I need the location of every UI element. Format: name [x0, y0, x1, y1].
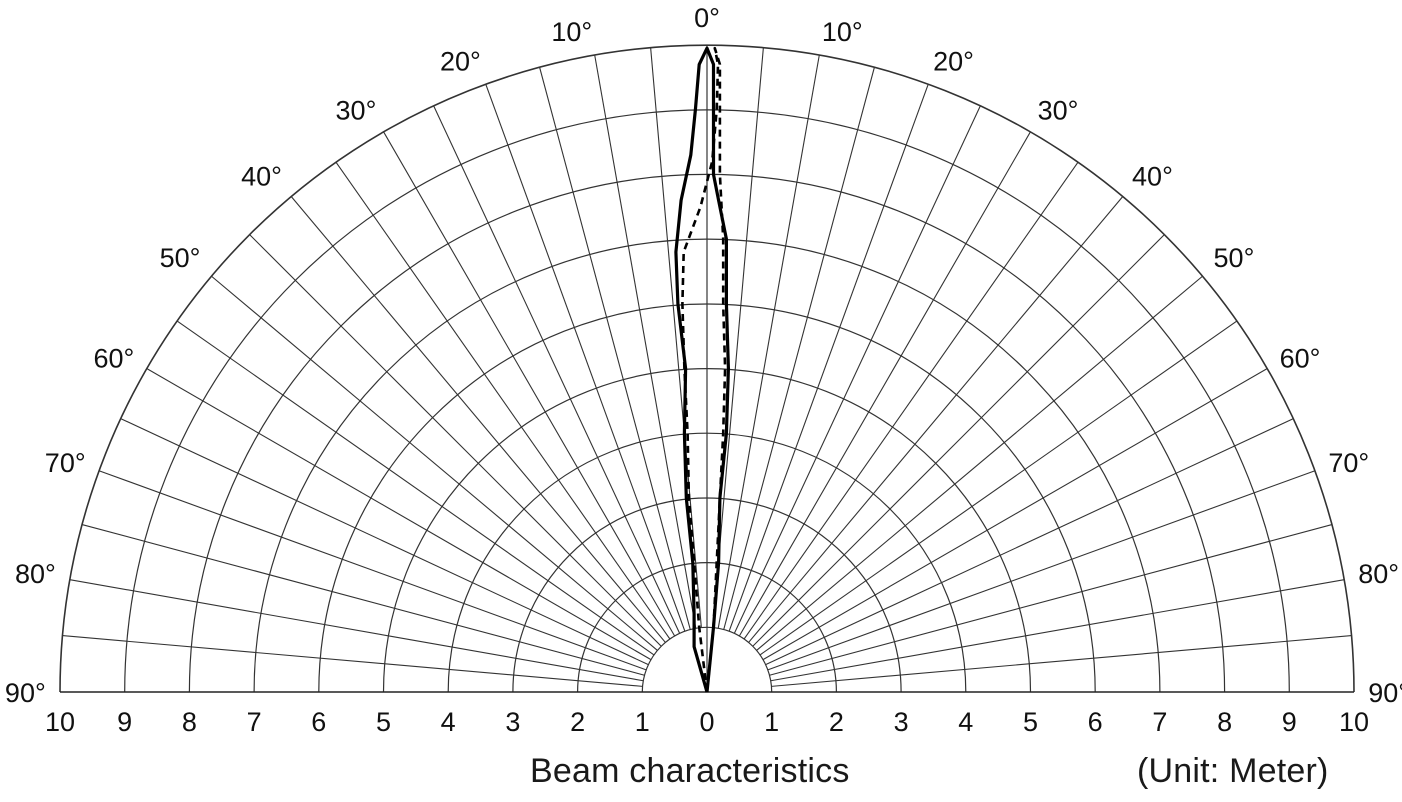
grid-spoke	[757, 276, 1203, 650]
angle-label: 70°	[1328, 448, 1369, 478]
angle-label: 90°	[1368, 678, 1402, 708]
grid-spoke	[734, 106, 980, 634]
grid-spoke	[70, 580, 643, 681]
grid-spoke	[62, 636, 642, 687]
radial-tick-label: 2	[829, 707, 844, 737]
grid-spoke	[763, 369, 1267, 660]
angle-label: 30°	[1038, 95, 1079, 125]
grid-spoke	[486, 84, 685, 631]
angle-label: 40°	[241, 161, 282, 191]
angle-label: 40°	[1132, 161, 1173, 191]
grid-spoke	[250, 235, 662, 647]
angle-label: 60°	[94, 343, 135, 373]
grid-spoke	[729, 84, 928, 631]
angle-label: 10°	[551, 17, 592, 47]
grid-spoke	[768, 471, 1315, 670]
grid-spoke	[336, 162, 670, 639]
grid-spoke	[718, 55, 819, 628]
radial-tick-label: 8	[182, 707, 197, 737]
radial-tick-label: 7	[247, 707, 262, 737]
unit-label: (Unit: Meter)	[1137, 752, 1329, 791]
radial-tick-label: 5	[376, 707, 391, 737]
grid-spoke	[121, 419, 649, 665]
radial-tick-label: 5	[1023, 707, 1038, 737]
angle-label: 60°	[1280, 343, 1321, 373]
grid-spoke	[147, 369, 651, 660]
grid-spoke	[434, 106, 680, 634]
radial-tick-label: 4	[441, 707, 456, 737]
grid-spoke	[82, 525, 644, 676]
radial-tick-label: 10	[45, 707, 75, 737]
grid-spoke	[771, 580, 1344, 681]
radial-tick-label: 7	[1152, 707, 1167, 737]
beam-series	[676, 48, 729, 692]
grid-spoke	[766, 419, 1294, 665]
grid-spoke	[724, 67, 875, 629]
grid-spoke	[753, 235, 1165, 647]
radial-tick-label: 6	[1088, 707, 1103, 737]
angle-label: 20°	[440, 47, 481, 77]
grid-spoke	[744, 162, 1078, 639]
radial-tick-label: 4	[958, 707, 973, 737]
radial-tick-label: 0	[699, 707, 714, 737]
radial-tick-label: 3	[505, 707, 520, 737]
angle-label: 80°	[1358, 559, 1399, 589]
radial-tick-label: 8	[1217, 707, 1232, 737]
radial-tick-label: 1	[635, 707, 650, 737]
grid-spoke	[769, 525, 1331, 676]
radial-tick-label: 6	[311, 707, 326, 737]
angle-label: 80°	[15, 559, 56, 589]
angle-label: 20°	[933, 47, 974, 77]
angle-label: 90°	[5, 678, 46, 708]
radial-tick-label: 3	[894, 707, 909, 737]
radial-tick-label: 1	[764, 707, 779, 737]
grid-spoke	[384, 132, 675, 636]
grid-spoke	[99, 471, 646, 670]
angle-label: 70°	[45, 448, 86, 478]
grid-spoke	[749, 196, 1123, 642]
grid-spoke	[771, 636, 1351, 687]
chart-title: Beam characteristics	[530, 752, 850, 791]
grid-spoke	[291, 196, 665, 642]
angle-label: 30°	[336, 95, 377, 125]
angle-label: 50°	[160, 243, 201, 273]
grid-spoke	[211, 276, 657, 650]
beam-dashed-line	[682, 48, 725, 692]
grid-spoke	[760, 321, 1237, 655]
angle-label: 0°	[694, 3, 720, 33]
grid-spoke	[739, 132, 1030, 636]
grid-spoke	[177, 321, 654, 655]
radial-tick-label: 10	[1339, 707, 1369, 737]
polar-grid	[60, 45, 1354, 692]
grid-spoke	[595, 55, 696, 628]
angle-label: 50°	[1214, 243, 1255, 273]
angle-label: 10°	[822, 17, 863, 47]
radial-tick-label: 9	[1282, 707, 1297, 737]
radial-tick-label: 9	[117, 707, 132, 737]
grid-spoke	[540, 67, 691, 629]
radial-tick-label: 2	[570, 707, 585, 737]
